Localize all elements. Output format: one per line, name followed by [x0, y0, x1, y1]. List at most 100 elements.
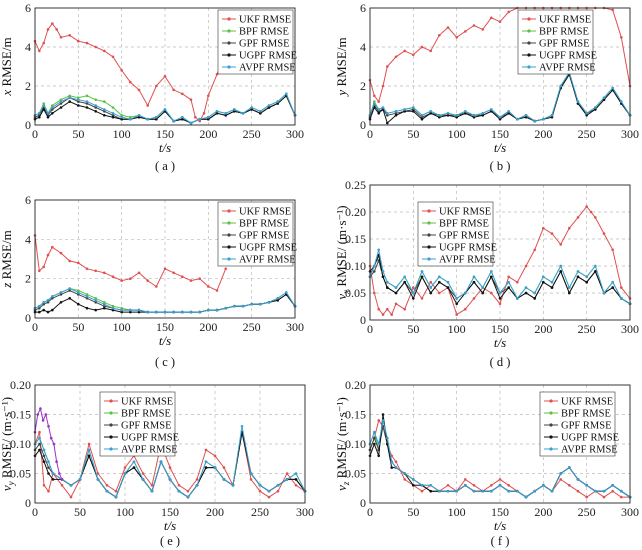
data-point: [85, 297, 89, 300]
series-line: [369, 71, 631, 122]
data-point: [377, 112, 381, 115]
legend-label: BPF RMSE: [239, 219, 289, 230]
data-point: [524, 114, 528, 117]
data-point: [42, 301, 45, 304]
data-point: [215, 289, 219, 292]
data-point: [559, 264, 562, 268]
y-axis-label: x RMSE/m: [0, 37, 14, 96]
y-tick-label: 6: [25, 1, 31, 15]
data-point: [429, 489, 433, 493]
data-point: [215, 308, 219, 312]
data-point: [620, 297, 623, 300]
data-point: [403, 472, 407, 475]
data-point: [594, 270, 597, 273]
data-point: [172, 310, 175, 314]
x-tick-label: 50: [72, 127, 84, 141]
series-unlabeled: [33, 407, 64, 481]
x-tick-label: 150: [156, 127, 174, 141]
data-point: [249, 478, 253, 481]
series-ukf-rmse: [368, 205, 632, 316]
data-point: [129, 117, 132, 121]
data-point: [204, 460, 208, 464]
data-point: [87, 454, 91, 458]
data-point: [189, 279, 193, 282]
data-point: [412, 478, 415, 481]
data-point: [77, 291, 80, 294]
data-point: [481, 291, 485, 295]
y-tick-label: 0.05: [345, 467, 366, 481]
data-point: [381, 106, 385, 109]
data-point: [559, 270, 562, 273]
data-point: [42, 302, 45, 306]
data-point: [105, 489, 109, 493]
y-tick-label: 0: [360, 118, 366, 132]
series-line: [369, 71, 631, 122]
data-point: [39, 407, 42, 410]
data-point: [576, 270, 580, 273]
data-point: [533, 489, 536, 493]
data-point: [215, 110, 219, 113]
x-tick-label: 300: [296, 505, 314, 519]
data-point: [186, 495, 190, 499]
data-point: [46, 253, 50, 257]
y-tick-label: 6: [360, 1, 366, 15]
data-point: [155, 84, 158, 88]
data-point: [498, 302, 502, 306]
data-point: [129, 80, 132, 84]
data-point: [438, 114, 441, 117]
data-point: [403, 49, 407, 53]
x-tick-label: 100: [448, 505, 466, 519]
data-point: [163, 108, 167, 111]
x-tick-label: 250: [578, 322, 596, 336]
data-point: [507, 10, 511, 14]
x-axis-label: t/s: [494, 518, 506, 533]
data-point: [47, 472, 50, 475]
legend-label: AVPF RMSE: [439, 255, 496, 266]
data-point: [576, 100, 580, 103]
data-point: [59, 301, 63, 304]
data-point: [42, 484, 46, 487]
y-axis-label: y RMSE/m: [334, 37, 349, 97]
legend-label: UGPF RMSE: [561, 433, 619, 444]
data-point: [373, 106, 376, 109]
data-point: [559, 478, 562, 481]
data-point: [276, 297, 280, 300]
data-point: [373, 442, 376, 446]
data-point: [524, 264, 528, 268]
data-point: [516, 489, 519, 493]
data-point: [602, 489, 606, 493]
data-point: [464, 307, 467, 311]
x-tick-label: 250: [243, 320, 261, 334]
legend-marker: [427, 221, 431, 225]
legend-label: UKF RMSE: [239, 15, 291, 26]
legend-box: [99, 391, 176, 457]
series-avpf-rmse: [368, 71, 632, 123]
x-tick-label: 250: [243, 127, 261, 141]
data-point: [455, 302, 459, 306]
data-point: [438, 115, 441, 119]
data-point: [507, 286, 511, 289]
x-axis-label: t/s: [494, 140, 506, 155]
data-point: [47, 466, 50, 469]
data-point: [47, 460, 50, 464]
data-point: [464, 110, 467, 113]
data-point: [594, 216, 597, 219]
data-point: [386, 280, 389, 284]
data-point: [181, 310, 184, 314]
data-point: [202, 112, 206, 115]
data-point: [550, 489, 554, 493]
y-axis-label: vy RMSE/ (m·s⁻¹): [0, 397, 16, 491]
series-avpf-rmse: [368, 419, 632, 499]
data-point: [446, 114, 450, 117]
data-point: [146, 310, 149, 314]
series-line: [369, 420, 631, 498]
data-point: [464, 112, 467, 115]
data-point: [412, 110, 415, 113]
data-point: [386, 121, 389, 125]
data-point: [373, 270, 376, 273]
data-point: [198, 310, 201, 314]
x-tick-label: 250: [578, 505, 596, 519]
data-point: [195, 484, 199, 487]
data-point: [94, 104, 97, 107]
legend-label: GPF RMSE: [439, 231, 489, 242]
